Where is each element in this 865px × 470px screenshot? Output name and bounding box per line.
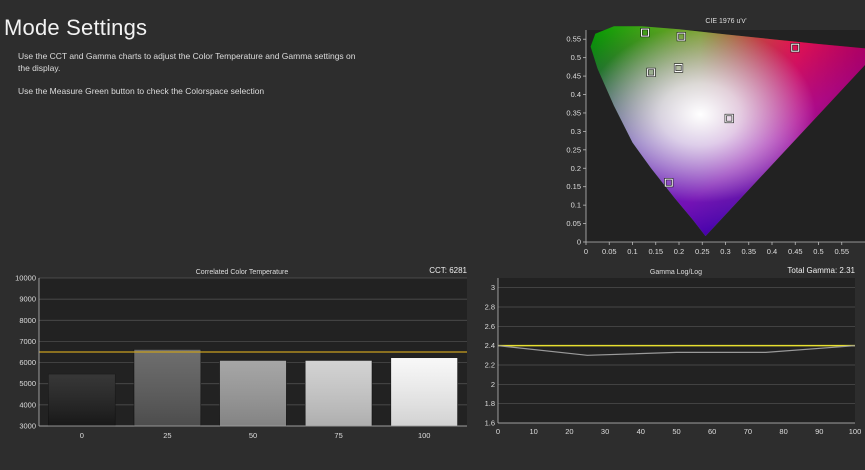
cie-x-tick-label: 0.15: [648, 247, 663, 256]
cie-x-tick-label: 0.35: [741, 247, 756, 256]
gamma-y-tick-label: 2.6: [485, 322, 495, 331]
gamma-x-tick-label: 30: [601, 427, 609, 436]
cie-point: [641, 28, 650, 37]
cie-x-tick-label: 0.45: [788, 247, 803, 256]
page-title: Mode Settings: [4, 15, 148, 40]
gamma-y-tick-label: 3: [491, 283, 495, 292]
cie-y-tick-label: 0.55: [566, 35, 581, 44]
gamma-readout: Total Gamma: 2.31: [787, 266, 855, 275]
cie-locus-shade-3: [590, 26, 865, 237]
gamma-x-tick-label: 80: [779, 427, 787, 436]
cie-y-tick-label: 0.45: [566, 72, 581, 81]
cie-y-tick-label: 0.4: [571, 90, 581, 99]
gamma-y-tick-label: 2.4: [485, 341, 495, 350]
cie-point: [647, 68, 656, 77]
cie-x-tick-label: 0.1: [627, 247, 637, 256]
cct-bar-shade: [305, 360, 372, 426]
cct-bar-shade: [134, 349, 201, 426]
cct-x-tick-label: 50: [249, 431, 257, 440]
gamma-measured-line: [497, 345, 856, 356]
cie-x-tick-label: 0.3: [720, 247, 730, 256]
cie-y-tick-label: 0.25: [566, 145, 581, 154]
cct-readout: CCT: 6281: [429, 266, 467, 275]
gamma-x-tick-label: 50: [672, 427, 680, 436]
gamma-x-tick-label: 90: [815, 427, 823, 436]
cie-y-tick-label: 0.05: [566, 219, 581, 228]
gamma-chart-title: Gamma Log/Log: [650, 269, 702, 276]
gamma-y-tick-label: 1.8: [485, 399, 495, 408]
cct-chart-title: Correlated Color Temperature: [196, 269, 289, 276]
cie-y-tick-label: 0.15: [566, 182, 581, 191]
gamma-x-tick-label: 70: [744, 427, 752, 436]
cct-y-tick-label: 6000: [19, 358, 36, 367]
gamma-x-tick-label: 100: [849, 427, 862, 436]
cie-point: [674, 63, 683, 72]
cie-y-tick-label: 0.2: [571, 164, 581, 173]
cct-y-tick-label: 8000: [19, 316, 36, 325]
cie-x-tick-label: 0.25: [695, 247, 710, 256]
gamma-x-tick-label: 60: [708, 427, 716, 436]
cie-x-tick-label: 0.55: [834, 247, 849, 256]
gamma-y-tick-label: 2.8: [485, 303, 495, 312]
cie-y-tick-label: 0: [577, 238, 581, 247]
cct-x-tick-label: 75: [334, 431, 342, 440]
cct-y-tick-label: 7000: [19, 337, 36, 346]
cie-point: [664, 178, 673, 187]
gamma-y-tick-label: 2: [491, 380, 495, 389]
gamma-x-tick-label: 0: [496, 427, 500, 436]
gamma-x-tick-label: 20: [565, 427, 573, 436]
gamma-chart: Gamma Log/Log Total Gamma: 2.31 1.6 1.8 2 2…: [485, 266, 862, 436]
cie-x-tick-label: 0.05: [602, 247, 617, 256]
gamma-x-tick-label: 40: [637, 427, 645, 436]
cie-point: [725, 114, 734, 123]
cie-x-tick-label: 0.4: [767, 247, 777, 256]
cct-y-tick-label: 3000: [19, 422, 36, 431]
cct-bar-shade: [219, 360, 287, 426]
gamma-x-tick-label: 10: [530, 427, 538, 436]
cie-y-tick-label: 0.35: [566, 108, 581, 117]
instruction-text-measure-green: Use the Measure Green button to check th…: [18, 86, 265, 96]
cct-y-tick-label: 4000: [19, 400, 36, 409]
cct-y-tick-label: 5000: [19, 379, 36, 388]
cct-bar-shade: [48, 374, 116, 426]
cie-y-tick-label: 0.5: [571, 53, 581, 62]
cie-y-tick-label: 0.3: [571, 127, 581, 136]
cie-spectral-locus: [590, 26, 865, 237]
cie-x-tick-label: 0.5: [813, 247, 823, 256]
cie-point: [677, 32, 686, 41]
cct-chart: Correlated Color Temperature CCT: 6281 3…: [15, 266, 467, 440]
cct-x-tick-label: 25: [163, 431, 171, 440]
cct-y-tick-label: 9000: [19, 295, 36, 304]
cie-x-tick-label: 0.2: [674, 247, 684, 256]
cie-1976-chart: 0 0.05 0.1 0.15 0.2 0.25 0.3 0.35 0.4 0.45 0.5 0.55…: [566, 18, 865, 256]
cie-y-tick-label: 0.1: [571, 201, 581, 210]
cct-x-tick-label: 100: [418, 431, 431, 440]
cie-x-tick-label: 0: [584, 247, 588, 256]
gamma-y-tick-label: 2.2: [485, 361, 495, 370]
cie-chart-title: CIE 1976 u'v': [705, 18, 746, 25]
cct-y-tick-label: 10000: [15, 274, 36, 283]
gamma-y-tick-label: 1.6: [485, 419, 495, 428]
gamma-plot-area: [498, 278, 855, 423]
cct-x-tick-label: 0: [80, 431, 84, 440]
instruction-text-charts: Use the CCT and Gamma charts to adjust t…: [18, 51, 356, 73]
cct-bar-shade: [390, 357, 458, 426]
cie-point: [791, 43, 800, 52]
